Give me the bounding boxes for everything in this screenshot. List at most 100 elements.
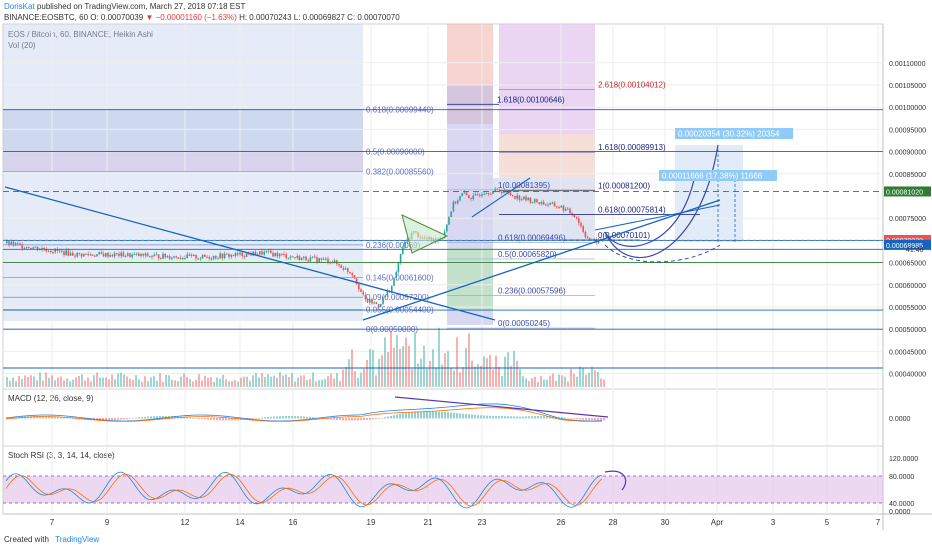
volume-bar	[507, 352, 509, 387]
tradingview-logo[interactable]: TradingView	[55, 535, 100, 544]
candle-body	[78, 252, 81, 254]
volume-bar	[231, 381, 233, 387]
macd-histogram-bar	[228, 418, 230, 421]
candle-body	[199, 258, 202, 260]
candle-body	[14, 243, 17, 246]
volume-bar	[300, 375, 302, 387]
volume-bar	[381, 355, 383, 387]
macd-histogram-bar	[276, 416, 278, 419]
volume-bar	[342, 369, 344, 387]
candle-body	[201, 254, 204, 259]
candle-body	[562, 205, 565, 211]
volume-bar	[192, 381, 194, 387]
macd-histogram-bar	[192, 417, 194, 419]
volume-bar	[168, 375, 170, 387]
candle-body	[373, 302, 375, 304]
target-zone	[675, 145, 743, 242]
x-tick-label-6: 21	[424, 518, 433, 527]
candle-body	[355, 278, 358, 285]
candle-body	[327, 258, 329, 263]
macd-histogram-bar	[60, 417, 62, 419]
volume-bar	[324, 378, 326, 387]
volume-bar	[15, 381, 17, 387]
macd-histogram-bar	[603, 418, 605, 421]
macd-histogram-bar	[354, 418, 356, 421]
candle-body	[309, 257, 312, 262]
volume-bar	[210, 377, 212, 387]
target-label-0: 0.00020354 (30.32%) 20354	[678, 130, 780, 139]
author-link[interactable]: DorisKat	[4, 2, 35, 11]
macd-histogram-bar	[336, 418, 338, 420]
volume-bar	[138, 379, 140, 387]
volume-bar	[63, 380, 65, 387]
macd-histogram-bar	[528, 416, 530, 419]
macd-histogram-bar	[339, 418, 341, 421]
volume-bar	[132, 379, 134, 387]
candle-body	[142, 253, 144, 256]
candle-body	[446, 224, 448, 232]
volume-bar	[459, 372, 461, 387]
candle-body	[584, 231, 587, 238]
volume-bar	[546, 379, 548, 387]
volume-bar	[558, 374, 560, 387]
macd-histogram-bar	[171, 416, 173, 419]
candle-body	[221, 253, 224, 259]
macd-histogram-bar	[597, 418, 599, 421]
candle-body	[380, 303, 382, 307]
candle-body	[151, 256, 153, 258]
fib-left-label-0: 0.618(0.00099440)	[366, 106, 434, 115]
candle-body	[212, 255, 215, 259]
candle-body	[586, 237, 589, 239]
macd-histogram-bar	[369, 418, 371, 420]
candle-body	[36, 246, 39, 250]
candle-body	[287, 257, 290, 259]
fib-ext-label-2: 1.618(0.00089913)	[598, 143, 666, 152]
candle-body	[481, 194, 483, 196]
candle-body	[65, 250, 67, 256]
candle-body	[234, 253, 237, 256]
macd-histogram-bar	[435, 411, 437, 419]
fib-left-label-2: 0.382(0.00085560)	[366, 167, 434, 176]
candle-body	[375, 302, 378, 304]
volume-bar	[171, 379, 173, 387]
macd-histogram-bar	[582, 418, 584, 420]
macd-histogram-bar	[402, 413, 404, 419]
volume-bar	[303, 375, 305, 387]
macd-histogram-bar	[129, 418, 131, 419]
volume-bar	[27, 377, 29, 387]
volume-bar	[270, 376, 272, 387]
fib-ext-label-0: 2.618(0.00104012)	[598, 80, 666, 89]
macd-histogram-bar	[306, 416, 308, 419]
fib-left-label-1: 0.5(0.00090000)	[366, 148, 425, 157]
macd-histogram-bar	[591, 418, 593, 421]
volume-bar	[597, 371, 599, 387]
candle-body	[353, 275, 356, 279]
candle-body	[17, 243, 19, 245]
macd-histogram-bar	[498, 416, 500, 419]
candle-body	[322, 258, 325, 260]
x-tick-label-2: 12	[181, 518, 190, 527]
volume-bar	[165, 374, 167, 387]
volume-bar	[93, 375, 95, 387]
candle-body	[6, 241, 8, 244]
candle-body	[578, 218, 580, 223]
candle-body	[459, 196, 461, 201]
volume-bar	[387, 351, 389, 387]
fib-ext-label-5: 0(0.00070101)	[598, 231, 650, 240]
candle-body	[124, 255, 127, 257]
volume-bar	[489, 354, 491, 387]
macd-histogram-bar	[282, 416, 284, 419]
candle-body	[164, 253, 166, 258]
candle-body	[193, 254, 195, 256]
fib-band-mid	[3, 151, 363, 172]
y-tick-label-12: 0.00040000	[889, 372, 926, 379]
candle-body	[463, 192, 466, 194]
candle-body	[492, 191, 494, 194]
candle-body	[487, 193, 490, 195]
candle-body	[223, 253, 226, 259]
volume-bar	[279, 372, 281, 387]
macd-histogram-bar	[39, 416, 41, 419]
macd-histogram-bar	[423, 411, 425, 419]
candle-body	[516, 195, 518, 199]
